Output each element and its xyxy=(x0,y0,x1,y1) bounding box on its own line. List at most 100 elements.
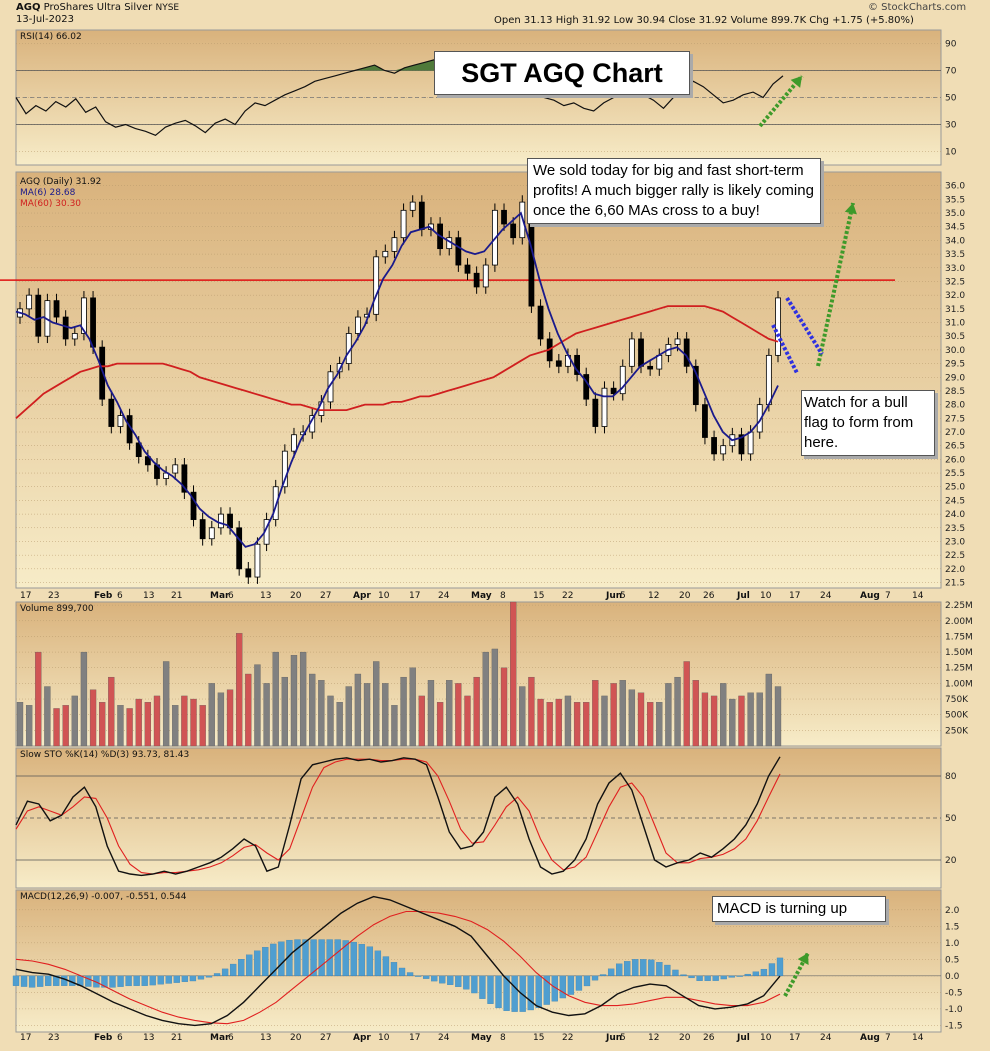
macd-histogram-bar xyxy=(45,975,52,986)
x-axis-label: Feb xyxy=(94,591,113,601)
macd-histogram-bar xyxy=(390,962,398,977)
macd-histogram-bar xyxy=(640,959,647,977)
macd-histogram-bar xyxy=(688,975,695,979)
x-axis-label: 21 xyxy=(171,1033,182,1043)
macd-histogram-bar xyxy=(173,975,180,983)
macd-histogram-bar xyxy=(238,959,245,977)
x-axis-label: 8 xyxy=(500,1033,506,1043)
price-candle xyxy=(35,294,42,337)
price-tick-label: 30.5 xyxy=(945,332,965,342)
volume-bar xyxy=(162,661,170,747)
price-candle xyxy=(291,434,297,452)
macd-histogram-bar xyxy=(221,968,229,977)
volume-bar xyxy=(44,686,51,747)
price-candle xyxy=(601,387,608,427)
price-candle xyxy=(738,434,745,455)
x-axis-label: Apr xyxy=(353,1033,371,1043)
symbol-text: AGQ xyxy=(16,2,41,13)
volume-bar xyxy=(363,683,371,747)
volume-bar xyxy=(99,702,106,747)
volume-bar xyxy=(409,667,416,747)
macd-tick-label: 2.0 xyxy=(945,906,960,916)
volume-bar xyxy=(601,695,608,747)
volume-bar xyxy=(546,702,553,747)
price-tick-label: 26.0 xyxy=(945,455,965,465)
macd-histogram-bar xyxy=(85,975,92,987)
macd-tick-label: -0.5 xyxy=(945,988,963,998)
x-axis-label: May xyxy=(471,1033,492,1043)
price-candle xyxy=(99,346,106,400)
bull-flag-callout: Watch for a bull flag to form from here. xyxy=(801,390,935,456)
macd-histogram-bar xyxy=(503,975,510,1011)
volume-bar xyxy=(482,651,489,747)
price-candle xyxy=(702,404,708,438)
stochastic-tick-label: 50 xyxy=(945,814,957,824)
ma60-legend: MA(60) 30.30 xyxy=(20,199,81,209)
price-candle xyxy=(245,568,252,578)
price-tick-label: 28.0 xyxy=(945,401,965,411)
price-candle xyxy=(647,365,654,370)
macd-histogram-bar xyxy=(575,975,583,991)
macd-histogram-bar xyxy=(414,975,422,977)
macd-histogram-bar xyxy=(495,975,502,1009)
volume-bar xyxy=(71,695,78,747)
price-candle xyxy=(619,365,626,395)
x-axis-label: 17 xyxy=(20,1033,31,1043)
macd-histogram-bar xyxy=(696,975,703,981)
volume-tick-label: 250K xyxy=(945,726,969,736)
price-tick-label: 35.5 xyxy=(945,195,965,205)
x-axis-label: Feb xyxy=(94,1033,113,1043)
volume-bar xyxy=(172,705,179,747)
macd-histogram-bar xyxy=(656,962,663,977)
volume-bar xyxy=(336,702,343,747)
volume-bar xyxy=(592,680,599,747)
macd-histogram-bar xyxy=(728,975,735,978)
macd-histogram-bar xyxy=(511,975,518,1012)
volume-bar xyxy=(628,689,636,747)
rsi-label: RSI(14) 66.02 xyxy=(20,32,82,42)
x-axis-label: 15 xyxy=(533,1033,544,1043)
price-candle xyxy=(711,437,717,455)
volume-label: Volume 899,700 xyxy=(20,604,94,614)
volume-bar xyxy=(473,676,480,747)
price-candle xyxy=(555,360,562,367)
macd-signal-line xyxy=(15,910,781,1025)
x-axis-label: 13 xyxy=(143,1033,154,1043)
rsi-line xyxy=(15,50,784,136)
volume-bar xyxy=(510,601,517,747)
macd-histogram-bar xyxy=(752,971,760,977)
macd-histogram-bar xyxy=(229,963,237,977)
volume-bar xyxy=(528,676,535,747)
volume-bar xyxy=(665,683,672,747)
volume-bar xyxy=(646,702,654,747)
volume-bar xyxy=(491,648,499,747)
price-tick-label: 22.5 xyxy=(945,551,965,561)
macd-histogram-bar xyxy=(294,939,301,977)
price-candle xyxy=(382,250,389,258)
x-axis-label: 17 xyxy=(409,591,420,601)
x-axis-label: 24 xyxy=(438,1033,450,1043)
macd-histogram-bar xyxy=(439,975,446,984)
volume-bar xyxy=(692,680,699,747)
volume-tick-label: 1.75M xyxy=(945,632,973,642)
volume-bar xyxy=(500,667,508,747)
x-axis-label: 22 xyxy=(562,591,573,601)
volume-bar xyxy=(309,673,316,747)
rsi-tick-label: 90 xyxy=(945,40,957,50)
macd-histogram-bar xyxy=(334,939,341,977)
price-candle xyxy=(482,264,489,288)
volume-tick-label: 500K xyxy=(945,711,969,721)
volume-tick-label: 1.50M xyxy=(945,648,973,658)
price-candle xyxy=(108,398,115,427)
price-candle xyxy=(400,209,407,239)
volume-bar xyxy=(35,651,42,747)
x-axis-label: 20 xyxy=(290,1033,302,1043)
price-candle xyxy=(199,519,206,540)
volume-bar xyxy=(756,692,763,747)
macd-histogram-bar xyxy=(326,939,333,977)
x-axis-label: 14 xyxy=(912,1033,924,1043)
volume-bar xyxy=(427,680,435,747)
volume-bar xyxy=(464,695,471,747)
volume-bar xyxy=(373,661,380,747)
price-candle xyxy=(135,442,142,458)
